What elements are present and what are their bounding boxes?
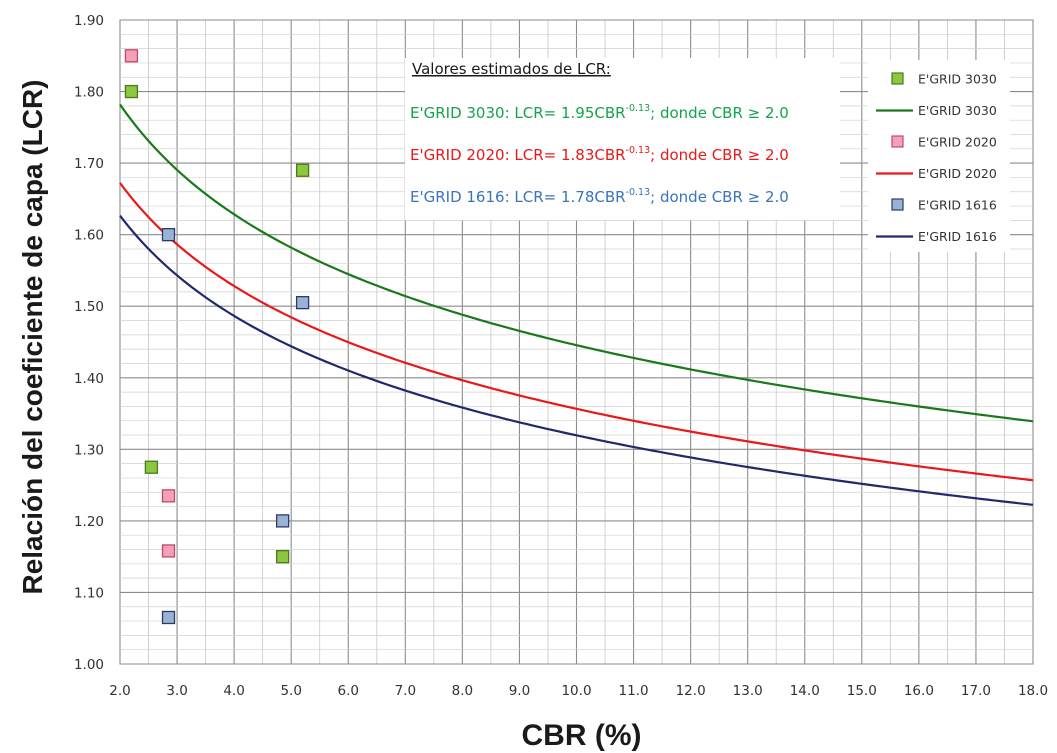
data-point: [161, 489, 176, 503]
x-tick-label: 12.0: [676, 683, 706, 699]
data-point: [161, 544, 176, 558]
y-tick-label: 1.60: [74, 228, 104, 244]
legend-label: E'GRID 3030: [918, 72, 997, 87]
fitted-curves: [119, 103, 1034, 506]
x-tick-label: 16.0: [904, 683, 934, 699]
legend: E'GRID 3030 E'GRID 3030 E'GRID 2020 E'GRID …: [868, 60, 1010, 252]
annotation-title: Valores estimados de LCR:: [412, 60, 611, 78]
legend-label: E'GRID 1616: [918, 229, 997, 244]
data-point: [161, 228, 176, 242]
x-tick-label: 9.0: [509, 683, 530, 699]
legend-marker: [891, 135, 904, 148]
legend-label: E'GRID 3030: [918, 103, 997, 118]
x-tick-label: 18.0: [1018, 683, 1048, 699]
data-point: [275, 514, 290, 528]
y-axis-title: Relación del coeficiente de capa (LCR): [17, 79, 48, 594]
annotation-formula: E'GRID 2020: LCR= 1.83CBR-0.13; donde CB…: [410, 145, 789, 164]
annotation-formula: E'GRID 1616: LCR= 1.78CBR-0.13; donde CB…: [410, 187, 789, 206]
data-point: [124, 84, 139, 99]
formula-exponent: -0.13: [626, 187, 651, 198]
axis-titles: CBR (%) Relación del coeficiente de capa …: [17, 79, 642, 752]
data-points: [124, 49, 310, 625]
x-axis-title: CBR (%): [522, 719, 642, 752]
x-tick-label: 3.0: [166, 683, 187, 699]
y-tick-label: 1.10: [74, 585, 104, 601]
annotation-formula: E'GRID 3030: LCR= 1.95CBR-0.13; donde CB…: [410, 103, 789, 122]
formula-condition: ; donde CBR ≥ 2.0: [650, 188, 789, 206]
tick-labels: 2.0 3.0 4.0 5.0 6.0 7.0 8.0 9.0 10.0 11.0 12.0 13.0…: [74, 13, 1048, 699]
x-tick-label: 11.0: [619, 683, 649, 699]
data-point: [295, 295, 310, 310]
data-point: [124, 49, 139, 63]
formula-text: E'GRID 3030: LCR= 1.95CBR: [410, 104, 626, 122]
formula-exponent: -0.13: [626, 103, 651, 114]
x-tick-label: 17.0: [961, 683, 991, 699]
legend-label: E'GRID 2020: [918, 166, 997, 181]
series-line: [119, 182, 1034, 482]
y-tick-label: 1.90: [74, 13, 104, 29]
x-tick-label: 15.0: [847, 683, 877, 699]
x-tick-label: 6.0: [338, 683, 359, 699]
legend-box: [868, 60, 1010, 252]
data-point: [295, 163, 310, 177]
y-tick-label: 1.20: [74, 514, 104, 530]
annotation-box: [405, 58, 840, 220]
x-tick-label: 4.0: [223, 683, 244, 699]
legend-label: E'GRID 2020: [918, 135, 997, 150]
y-tick-label: 1.50: [74, 299, 104, 315]
formula-condition: ; donde CBR ≥ 2.0: [650, 104, 789, 122]
x-tick-label: 14.0: [790, 683, 820, 699]
x-tick-label: 5.0: [280, 683, 301, 699]
x-tick-label: 13.0: [733, 683, 763, 699]
y-tick-label: 1.00: [74, 657, 104, 673]
series-line: [119, 103, 1034, 423]
x-tick-label: 7.0: [395, 683, 416, 699]
formula-annotation: Valores estimados de LCR: E'GRID 3030: LC…: [405, 58, 840, 220]
y-tick-label: 1.70: [74, 156, 104, 172]
y-tick-label: 1.40: [74, 371, 104, 387]
data-point: [161, 610, 176, 625]
formula-exponent: -0.13: [626, 145, 651, 156]
y-tick-label: 1.80: [74, 85, 104, 101]
legend-label: E'GRID 1616: [918, 198, 997, 213]
formula-text: E'GRID 1616: LCR= 1.78CBR: [410, 188, 626, 206]
legend-marker: [891, 198, 904, 211]
legend-marker: [891, 72, 904, 85]
x-tick-label: 8.0: [452, 683, 473, 699]
formula-text: E'GRID 2020: LCR= 1.83CBR: [410, 146, 626, 164]
series-line: [119, 214, 1034, 506]
data-point: [275, 550, 290, 564]
x-tick-label: 2.0: [109, 683, 130, 699]
y-tick-label: 1.30: [74, 442, 104, 458]
data-point: [144, 460, 159, 474]
formula-condition: ; donde CBR ≥ 2.0: [650, 146, 789, 164]
x-tick-label: 10.0: [561, 683, 591, 699]
